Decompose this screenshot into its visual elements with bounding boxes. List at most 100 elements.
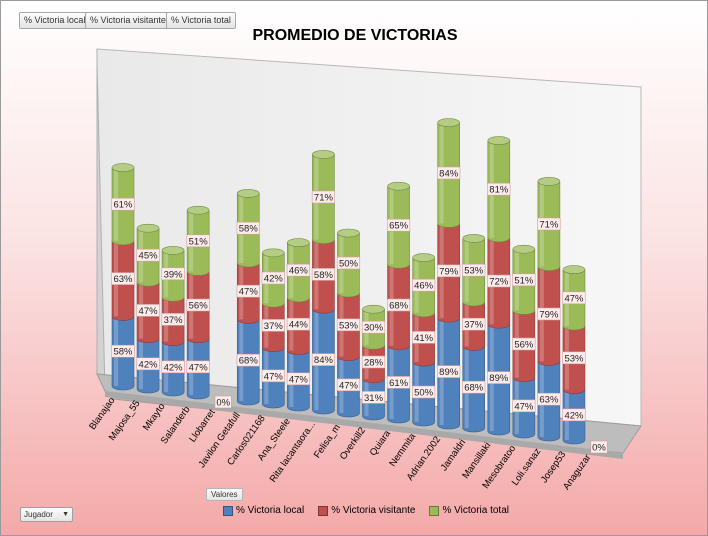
data-label-box	[462, 263, 486, 277]
data-label-box	[286, 372, 310, 386]
data-label-box	[386, 376, 411, 389]
data-label: 46%	[289, 266, 309, 277]
bar-group: 61% 68% 65%	[386, 181, 411, 424]
data-label-box	[462, 317, 486, 331]
data-label: 28%	[364, 358, 384, 369]
data-label: 44%	[289, 320, 309, 331]
data-label: 53%	[339, 320, 359, 331]
bar-group: 89% 79% 84%	[437, 118, 461, 430]
data-label-box	[286, 317, 310, 331]
data-label-box	[111, 272, 135, 285]
pivot-field-total-button[interactable]: % Victoria total	[166, 12, 236, 29]
bar-group: 89% 72% 81%	[487, 136, 511, 436]
bar-cap	[462, 234, 486, 243]
data-label-box	[286, 263, 310, 277]
data-label-box	[136, 248, 160, 262]
data-label-box	[136, 357, 160, 371]
bar-group: 68% 37% 53%	[462, 234, 486, 433]
data-label-box	[562, 291, 586, 305]
bar-group: 47% 53% 50%	[336, 228, 361, 418]
data-label-box	[512, 337, 536, 351]
data-label: 65%	[389, 221, 409, 232]
bar-group: 63% 79% 71%	[537, 177, 561, 442]
legend-label-total: % Victoria total	[442, 505, 509, 516]
bar-cap	[362, 304, 385, 314]
data-label-box	[236, 353, 260, 367]
data-label: 63%	[539, 395, 559, 406]
data-label: 47%	[289, 374, 309, 385]
legend-swatch-total	[429, 505, 440, 516]
data-label-box	[261, 271, 285, 285]
data-label-box	[512, 273, 536, 287]
data-label-box	[311, 268, 336, 281]
legend-item-total: % Victoria total	[429, 505, 509, 516]
data-label-box	[111, 197, 135, 211]
bar-group: 84% 58% 71%	[311, 150, 336, 415]
data-label: 68%	[464, 383, 484, 394]
data-label-box	[261, 369, 285, 383]
category-label: Mkayto	[141, 401, 168, 432]
data-label-box	[537, 217, 561, 231]
data-label: 68%	[389, 301, 409, 312]
category-label: Quiara	[368, 428, 394, 458]
data-label: 42%	[139, 359, 159, 370]
bar-group: 47% 56% 51%	[186, 205, 210, 400]
data-label: 79%	[539, 310, 559, 321]
data-label-box	[261, 319, 285, 332]
data-label-box	[361, 355, 386, 369]
jugador-filter-dropdown[interactable]: Jugador ▼	[20, 507, 73, 522]
values-field-button[interactable]: Valores	[206, 488, 243, 501]
data-label: 37%	[464, 320, 484, 331]
data-label: 50%	[414, 388, 434, 399]
data-label: 58%	[239, 224, 259, 235]
bar-cap	[236, 189, 260, 198]
legend-swatch-visitante	[318, 505, 329, 516]
bar-cap	[312, 150, 335, 159]
data-label: 58%	[113, 347, 133, 358]
category-label: Jamaldri	[439, 437, 469, 473]
chevron-down-icon: ▼	[62, 511, 69, 518]
data-label-box	[236, 284, 260, 298]
data-label-box	[537, 392, 561, 406]
data-label: 39%	[164, 269, 184, 280]
data-label-box	[336, 378, 361, 392]
bar-group: 42% 37% 39%	[161, 246, 185, 397]
data-label-box	[487, 371, 511, 384]
data-label: 61%	[389, 378, 409, 389]
data-label: 0%	[216, 398, 230, 409]
data-label: 51%	[514, 275, 534, 286]
data-label-box	[236, 221, 260, 235]
data-label-box	[186, 234, 210, 248]
bar-group: 47% 56% 51%	[512, 244, 536, 439]
bar-group: 47% 37% 42%	[261, 248, 285, 409]
data-label-box	[161, 267, 185, 281]
floor-edge	[105, 391, 623, 459]
data-label: 41%	[414, 333, 434, 344]
bar-cap	[412, 253, 435, 262]
legend-label-local: % Victoria local	[236, 505, 305, 516]
bar-cap	[562, 265, 586, 274]
bar-group: 42% 47% 45%	[136, 223, 160, 394]
data-label: 89%	[439, 367, 459, 378]
data-label: 45%	[139, 251, 159, 262]
data-label: 47%	[264, 371, 284, 382]
data-label-box	[186, 360, 210, 374]
data-label-box	[311, 353, 336, 366]
bar-cap	[512, 244, 536, 254]
data-label-box	[412, 331, 436, 344]
data-label: 30%	[364, 323, 384, 334]
data-label: 42%	[164, 362, 184, 373]
bar-cap	[186, 205, 210, 215]
data-label: 81%	[489, 185, 509, 196]
bar-group: 42% 53% 47%	[562, 265, 586, 445]
data-label-box	[437, 365, 461, 378]
legend-item-visitante: % Victoria visitante	[318, 505, 415, 516]
bar-group: 0%	[590, 440, 608, 454]
bar-group: 58% 63% 61%	[111, 163, 135, 391]
bar-group: 0%	[214, 395, 232, 409]
data-label-box	[361, 391, 386, 404]
data-label-box	[512, 399, 536, 413]
bar-group: 31% 28% 30%	[361, 304, 386, 421]
data-label: 68%	[239, 356, 259, 367]
data-label: 79%	[439, 266, 459, 277]
